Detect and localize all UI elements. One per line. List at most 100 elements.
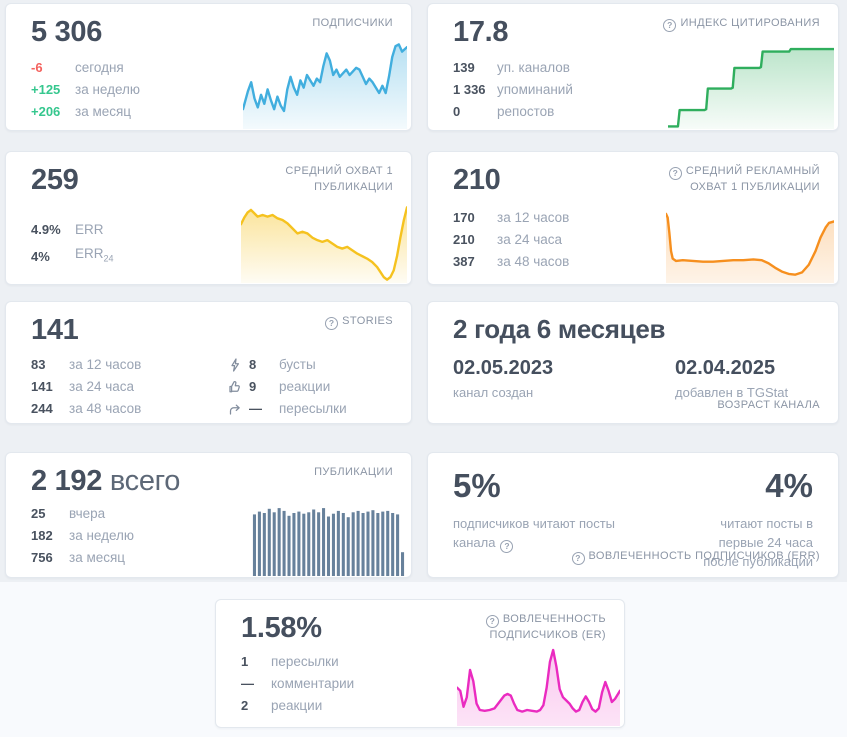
publications-total-suffix: всего — [109, 465, 181, 497]
stat-row: 4.9% ERR — [31, 222, 114, 237]
stat-row: 387 за 48 часов — [453, 254, 569, 269]
stat-row: 0 репостов — [453, 104, 573, 119]
card-title: СРЕДНИЙ ОХВАТ 1 ПУБЛИКАЦИИ — [285, 165, 393, 193]
stat-value: 2 — [241, 698, 249, 713]
stat-value: +125 — [31, 82, 61, 97]
stat-value: 8 — [249, 357, 257, 372]
help-icon[interactable]: ? — [485, 614, 499, 628]
stat-value: 139 — [453, 60, 475, 75]
card-ad-reach-header: ? СРЕДНИЙ РЕКЛАМНЫЙ ОХВАТ 1 ПУБЛИКАЦИИ — [652, 164, 820, 196]
created-date: 02.05.2023 — [453, 357, 554, 379]
er-sparkline — [457, 646, 620, 726]
stat-value: 1 — [241, 654, 249, 669]
stat-value: 210 — [453, 232, 475, 247]
stat-row: +125 за неделю — [31, 82, 140, 97]
stat-value: 0 — [453, 104, 461, 119]
card-publications: ПУБЛИКАЦИИ 2 192 всего 25 вчера 182 за нед… — [5, 452, 412, 578]
forward-icon — [229, 404, 240, 415]
stat-label: реакции — [271, 698, 323, 713]
stat-row: 9 реакции — [228, 379, 347, 394]
err-24h-percent: 4% — [765, 467, 813, 504]
card-title: STORIES — [342, 315, 393, 327]
help-icon[interactable]: ? — [668, 166, 682, 180]
stat-label: уп. каналов — [497, 60, 570, 75]
stat-row: 1 336 упоминаний — [453, 82, 573, 97]
er-value: 1.58% — [241, 612, 322, 644]
stat-value: — — [241, 676, 254, 691]
stat-label: за неделю — [69, 528, 135, 543]
stat-row: 756 за месяц — [31, 550, 134, 565]
stat-label: упоминаний — [497, 82, 573, 97]
publications-bar-chart — [252, 506, 405, 576]
stat-label: за 48 часов — [69, 401, 142, 416]
added-date: 02.04.2025 — [675, 357, 776, 379]
stat-label: сегодня — [75, 60, 124, 75]
stat-label: бусты — [279, 357, 316, 372]
channel-age-value: 2 года 6 месяцев — [453, 314, 666, 344]
added-label: добавлен в TGStat — [675, 385, 789, 400]
card-err: 5% 4% подписчиков читают посты канала? ч… — [427, 452, 839, 578]
stat-label: вчера — [69, 506, 106, 521]
help-icon[interactable]: ? — [663, 18, 677, 32]
stat-value: 9 — [249, 379, 257, 394]
stat-row: 25 вчера — [31, 506, 134, 521]
card-age-header: ВОЗРАСТ КАНАЛА — [717, 399, 820, 411]
stat-value: 170 — [453, 210, 475, 225]
card-subscribers-header: ПОДПИСЧИКИ — [312, 16, 393, 32]
stat-row: -6 сегодня — [31, 60, 140, 75]
stat-value: 387 — [453, 254, 475, 269]
stat-value: 1 336 — [453, 82, 486, 97]
card-err-header: ? ВОВЛЕЧЕННОСТЬ ПОДПИСЧИКОВ (ERR) — [571, 550, 820, 565]
stat-row: 139 уп. каналов — [453, 60, 573, 75]
help-icon[interactable]: ? — [325, 316, 339, 330]
card-ad-reach: ? СРЕДНИЙ РЕКЛАМНЫЙ ОХВАТ 1 ПУБЛИКАЦИИ 21… — [427, 151, 839, 285]
stat-value: 141 — [31, 379, 53, 394]
citation-index-value: 17.8 — [453, 16, 509, 48]
stat-label: реакции — [279, 379, 331, 394]
stat-row: +206 за месяц — [31, 104, 140, 119]
avg-reach-sparkline — [241, 199, 407, 283]
stat-row: 83 за 12 часов — [31, 357, 141, 372]
ad-reach-value: 210 — [453, 164, 501, 196]
card-avg-reach-header: СРЕДНИЙ ОХВАТ 1 ПУБЛИКАЦИИ — [273, 164, 393, 196]
card-subscribers: ПОДПИСЧИКИ 5 306 -6 сегодня +125 за неделю… — [5, 3, 412, 131]
thumbs-up-icon — [229, 380, 240, 392]
stat-label: ERR — [75, 222, 104, 237]
stat-label: за месяц — [75, 104, 132, 119]
card-stories-header: ? STORIES — [325, 314, 393, 330]
err-read-percent: 5% — [453, 467, 501, 504]
stat-label: комментарии — [271, 676, 355, 691]
err-24h-label: читают посты в первые 24 часа после публ… — [703, 516, 813, 569]
stat-row: 4% ERR24 — [31, 246, 114, 267]
card-citation-header: ? ИНДЕКС ЦИТИРОВАНИЯ — [663, 16, 820, 32]
stat-label: за 12 часов — [497, 210, 570, 225]
help-icon[interactable]: ? — [500, 539, 514, 553]
stories-count: 141 — [31, 314, 79, 346]
help-icon[interactable]: ? — [571, 552, 585, 565]
card-average-reach: СРЕДНИЙ ОХВАТ 1 ПУБЛИКАЦИИ 259 4.9% ERR 4… — [5, 151, 412, 285]
card-er-header: ? ВОВЛЕЧЕННОСТЬ ПОДПИСЧИКОВ (ER) — [466, 612, 606, 644]
stat-row: — пересылки — [228, 401, 347, 416]
stat-value: 83 — [31, 357, 46, 372]
stat-row: — комментарии — [241, 676, 354, 691]
created-label: канал создан — [453, 385, 534, 400]
stat-label: ERR24 — [75, 246, 114, 264]
stat-row: 141 за 24 часа — [31, 379, 141, 394]
card-title: ВОВЛЕЧЕННОСТЬ ПОДПИСЧИКОВ (ER) — [489, 613, 606, 641]
stat-row: 1 пересылки — [241, 654, 354, 669]
card-er: ? ВОВЛЕЧЕННОСТЬ ПОДПИСЧИКОВ (ER) 1.58% 1 п… — [215, 599, 625, 728]
stat-row: 182 за неделю — [31, 528, 134, 543]
stat-value: +206 — [31, 104, 61, 119]
stat-value: -6 — [31, 60, 43, 75]
card-citation-index: ? ИНДЕКС ЦИТИРОВАНИЯ 17.8 139 уп. каналов … — [427, 3, 839, 131]
stat-label: за месяц — [69, 550, 126, 565]
stat-value: 4% — [31, 248, 50, 264]
stat-value: 756 — [31, 550, 53, 565]
citation-sparkline — [668, 43, 834, 129]
subscribers-count: 5 306 — [31, 16, 103, 48]
publications-total: 2 192 всего — [31, 465, 181, 497]
stat-label: за неделю — [75, 82, 141, 97]
stat-value: 244 — [31, 401, 53, 416]
channel-created: 02.05.2023 канал создан — [453, 357, 553, 400]
stat-label: за 48 часов — [497, 254, 570, 269]
